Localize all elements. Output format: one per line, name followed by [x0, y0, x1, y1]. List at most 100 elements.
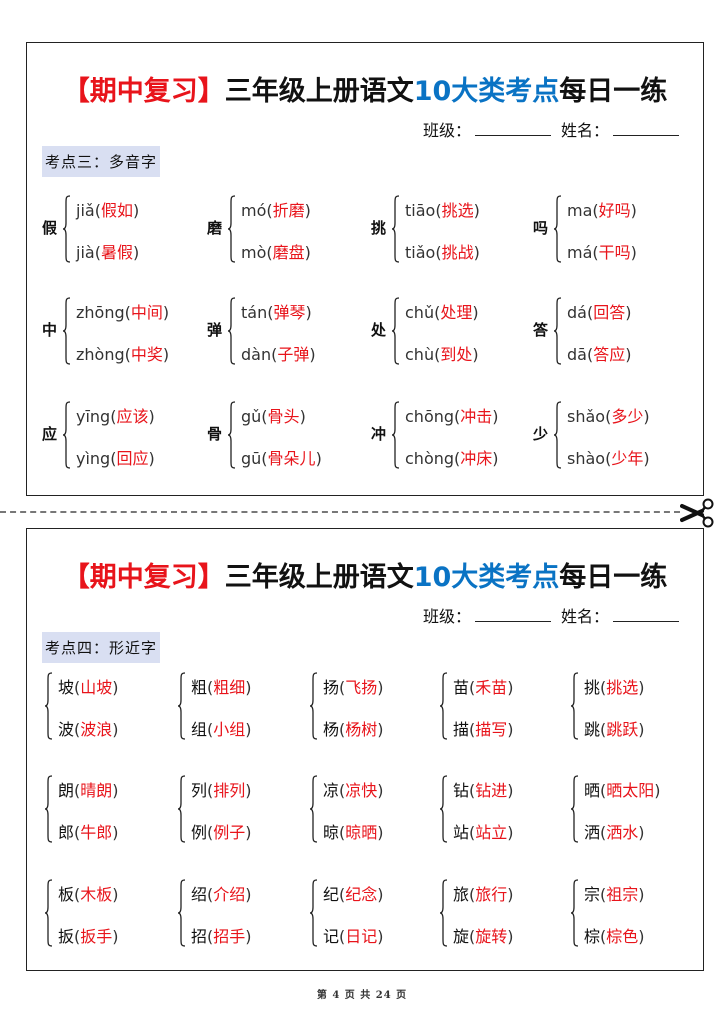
open-paren: (	[110, 449, 117, 468]
open-paren: (	[339, 781, 346, 800]
character: 跳	[584, 720, 601, 739]
open-paren: (	[469, 678, 476, 697]
pinyin: jiǎ	[76, 201, 95, 220]
character: 朗	[58, 781, 75, 800]
character: 棕	[584, 927, 601, 946]
pinyin: gǔ	[241, 407, 262, 426]
answer-word: 处理	[440, 303, 473, 322]
character: 站	[453, 823, 470, 842]
name-field[interactable]	[613, 607, 679, 622]
character: 挑	[584, 678, 601, 697]
pinyin: dàn	[241, 345, 272, 364]
pinyin: mò	[241, 243, 267, 262]
open-paren: (	[339, 927, 346, 946]
answer-word: 钻进	[475, 781, 508, 800]
brace-icon	[227, 401, 237, 469]
character: 板	[58, 885, 75, 904]
close-paren: )	[245, 781, 252, 800]
brace-icon	[309, 775, 319, 843]
answer-word: 答应	[593, 345, 626, 364]
close-paren: )	[112, 823, 119, 842]
word-line: yìng(回应)	[76, 445, 155, 469]
answer-word: 应该	[116, 407, 149, 426]
answer-word: 跳跃	[606, 720, 639, 739]
open-paren: (	[339, 678, 346, 697]
page-title: 【期中复习】三年级上册语文10大类考点每日一练	[27, 69, 703, 108]
brace-icon	[439, 879, 449, 947]
word-line: 站(站立)	[453, 819, 514, 843]
answer-word: 棕色	[606, 927, 639, 946]
pinyin: shǎo	[567, 407, 606, 426]
brace-icon	[309, 672, 319, 740]
open-paren: (	[266, 201, 273, 220]
word-line: 朗(晴朗)	[58, 777, 119, 801]
open-paren: (	[592, 201, 599, 220]
close-paren: )	[148, 407, 155, 426]
close-paren: )	[245, 720, 252, 739]
page-title: 【期中复习】三年级上册语文10大类考点每日一练	[27, 555, 703, 594]
brace-icon	[553, 401, 563, 469]
open-paren: (	[600, 678, 607, 697]
word-line: zhòng(中奖)	[76, 341, 169, 365]
open-paren: (	[435, 201, 442, 220]
answer-word: 子弹	[277, 345, 310, 364]
close-paren: )	[507, 823, 514, 842]
answer-word: 挑选	[441, 201, 474, 220]
open-paren: (	[74, 927, 81, 946]
close-paren: )	[638, 678, 645, 697]
open-paren: (	[469, 781, 476, 800]
head-character: 中	[42, 321, 58, 339]
pinyin: gū	[241, 449, 262, 468]
class-name-line: 班级： 姓名：	[423, 603, 679, 627]
answer-word: 挑战	[441, 243, 474, 262]
answer-word: 洒水	[606, 823, 639, 842]
class-field[interactable]	[474, 607, 551, 622]
pinyin: zhòng	[76, 345, 125, 364]
close-paren: )	[377, 885, 384, 904]
answer-word: 山坡	[80, 678, 113, 697]
brace-icon	[553, 195, 563, 263]
word-line: yīng(应该)	[76, 403, 155, 427]
class-label: 班级：	[422, 121, 471, 140]
word-line: tán(弹琴)	[241, 299, 312, 323]
close-paren: )	[377, 823, 384, 842]
worksheet-similar-chars: 【期中复习】三年级上册语文10大类考点每日一练 班级： 姓名： 考点四：形近字 坡(山坡…	[26, 528, 704, 971]
pinyin: chǔ	[405, 303, 435, 322]
answer-word: 牛郎	[80, 823, 113, 842]
word-line: má(干吗)	[567, 239, 637, 263]
answer-word: 介绍	[213, 885, 246, 904]
word-line: 旋(旋转)	[453, 923, 514, 947]
open-paren: (	[600, 720, 607, 739]
open-paren: (	[207, 781, 214, 800]
answer-word: 祖宗	[606, 885, 639, 904]
open-paren: (	[339, 823, 346, 842]
pinyin: dá	[567, 303, 587, 322]
class-name-line: 班级： 姓名：	[423, 117, 679, 141]
word-line: shǎo(多少)	[567, 403, 650, 427]
answer-word: 中间	[130, 303, 163, 322]
worksheet-polyphonic: 【期中复习】三年级上册语文10大类考点每日一练 班级： 姓名： 考点三：多音字假 jiǎ…	[26, 42, 704, 496]
open-paren: (	[592, 243, 599, 262]
open-paren: (	[124, 303, 131, 322]
word-line: 洒(洒水)	[584, 819, 645, 843]
close-paren: )	[162, 345, 170, 364]
answer-word: 杨树	[345, 720, 378, 739]
close-paren: )	[132, 243, 140, 262]
name-field[interactable]	[613, 121, 679, 136]
answer-word: 干吗	[598, 243, 631, 262]
word-line: 波(波浪)	[58, 716, 119, 740]
character: 列	[191, 781, 208, 800]
close-paren: )	[299, 407, 306, 426]
head-character: 应	[42, 425, 58, 443]
answer-word: 挑选	[606, 678, 639, 697]
close-paren: )	[148, 449, 155, 468]
word-line: 列(排列)	[191, 777, 252, 801]
brace-icon	[177, 775, 187, 843]
word-line: 扬(飞扬)	[323, 674, 384, 698]
class-field[interactable]	[474, 121, 551, 136]
open-paren: (	[469, 720, 476, 739]
character: 组	[191, 720, 208, 739]
section-label: 考点四：形近字	[42, 632, 161, 663]
close-paren: )	[112, 720, 119, 739]
pinyin: mó	[241, 201, 267, 220]
